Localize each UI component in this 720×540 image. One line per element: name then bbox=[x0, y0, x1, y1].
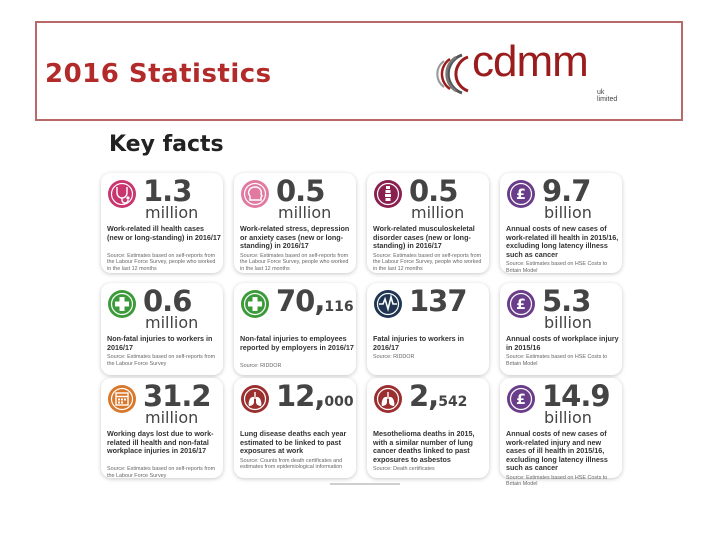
stat-value-main: 0.5 bbox=[276, 174, 325, 208]
stat-unit: billion bbox=[544, 203, 592, 222]
stat-card: 1.3 million Work-related ill health cases … bbox=[101, 173, 223, 273]
first-aid-icon bbox=[240, 289, 270, 319]
stat-unit: million bbox=[278, 203, 332, 222]
stat-source: Source: Counts from death certificates a… bbox=[240, 457, 343, 471]
stat-value: 9.7 bbox=[542, 174, 591, 208]
pound-icon: £ bbox=[506, 179, 536, 209]
divider bbox=[330, 483, 400, 485]
stat-value-main: 70, bbox=[276, 284, 325, 318]
stat-description: Fatal injuries to workers in 2016/17 bbox=[373, 334, 465, 352]
logo-arcs-icon bbox=[436, 53, 469, 95]
page-title: 2016 Statistics bbox=[45, 59, 272, 89]
stat-source: Source: RIDDOR bbox=[373, 354, 415, 361]
svg-text:£: £ bbox=[516, 392, 526, 408]
stat-unit: million bbox=[145, 408, 199, 427]
first-aid-icon bbox=[107, 289, 137, 319]
stat-description: Lung disease deaths each year estimated … bbox=[240, 429, 347, 456]
stat-value: 1.3 bbox=[143, 174, 192, 208]
cdmm-logo: cdmm uk limited bbox=[432, 37, 617, 103]
stat-card: £9.7 billion Annual costs of new cases of … bbox=[500, 173, 622, 274]
stat-value-main: 12, bbox=[276, 379, 325, 413]
stethoscope-icon bbox=[107, 179, 137, 209]
stat-card: 137 Fatal injuries to workers in 2016/17 S… bbox=[367, 283, 489, 375]
stat-value-main: 2, bbox=[409, 379, 439, 413]
calendar-icon bbox=[107, 384, 137, 414]
stat-value-main: 31.2 bbox=[143, 379, 212, 413]
stat-value-main: 137 bbox=[409, 284, 468, 318]
stat-source: Source: Estimates based on HSE Costs to … bbox=[506, 261, 608, 274]
stat-value-main: 0.6 bbox=[143, 284, 192, 318]
stat-unit: million bbox=[145, 203, 199, 222]
stat-value: 12,000 bbox=[276, 379, 354, 413]
stat-source: Source: Estimates based on self-reports … bbox=[107, 466, 216, 479]
stat-description: Non-fatal injuries to employees reported… bbox=[240, 334, 354, 352]
heartbeat-icon bbox=[373, 289, 403, 319]
stat-card: 2,542 Mesothelioma deaths in 2015, with a… bbox=[367, 378, 489, 478]
stat-unit: billion bbox=[544, 313, 592, 332]
stat-card: 0.5 million Work-related musculoskeletal d… bbox=[367, 173, 489, 273]
spine-icon bbox=[373, 179, 403, 209]
stat-source: Source: Estimates based on self-reports … bbox=[107, 252, 216, 272]
stat-source: Source: Estimates based on self-reports … bbox=[373, 252, 482, 272]
stat-description: Work-related musculoskeletal disorder ca… bbox=[373, 224, 475, 251]
stat-value-main: 0.5 bbox=[409, 174, 458, 208]
stat-value-suffix: 000 bbox=[324, 394, 354, 410]
key-facts-heading: Key facts bbox=[109, 132, 224, 157]
stat-description: Work-related ill health cases (new or lo… bbox=[107, 224, 221, 242]
stat-description: Mesothelioma deaths in 2015, with a simi… bbox=[373, 429, 475, 464]
stat-value: 0.5 bbox=[409, 174, 458, 208]
stat-card: £14.9 billion Annual costs of new cases of… bbox=[500, 378, 622, 487]
stat-unit: million bbox=[145, 313, 199, 332]
logo-wordmark: cdmm bbox=[472, 37, 589, 86]
stat-value-main: 14.9 bbox=[542, 379, 611, 413]
stat-value-suffix: 542 bbox=[438, 394, 468, 410]
pound-icon: £ bbox=[506, 384, 536, 414]
head-icon bbox=[240, 179, 270, 209]
lungs-icon bbox=[373, 384, 403, 414]
stat-source: Source: RIDDOR bbox=[240, 362, 282, 369]
stat-description: Annual costs of new cases of work-relate… bbox=[506, 224, 619, 259]
stat-description: Working days lost due to work-related il… bbox=[107, 429, 214, 456]
stat-value-main: 9.7 bbox=[542, 174, 591, 208]
logo-subtitle: uk limited bbox=[597, 89, 618, 103]
stat-unit: billion bbox=[544, 408, 592, 427]
stat-value-suffix: 116 bbox=[324, 299, 354, 315]
title-banner: 2016 Statistics cdmm uk limited bbox=[35, 21, 683, 121]
stat-source: Source: Estimates based on self-reports … bbox=[107, 354, 216, 367]
stat-source: Source: Estimates based on HSE Costs to … bbox=[506, 475, 608, 488]
stat-value: 70,116 bbox=[276, 284, 354, 318]
svg-text:£: £ bbox=[516, 297, 526, 313]
stat-description: Annual costs of new cases of work-relate… bbox=[506, 429, 608, 473]
stat-value: 0.6 bbox=[143, 284, 192, 318]
stat-value: 0.5 bbox=[276, 174, 325, 208]
stat-description: Annual costs of workplace injury in 2015… bbox=[506, 334, 619, 352]
stat-card: 12,000 Lung disease deaths each year esti… bbox=[234, 378, 356, 478]
stat-value: 137 bbox=[409, 284, 468, 318]
stat-card: 0.5 million Work-related stress, depressio… bbox=[234, 173, 356, 273]
stat-source: Source: Estimates based on HSE Costs to … bbox=[506, 354, 608, 367]
stat-value: 2,542 bbox=[409, 379, 467, 413]
stat-value: 14.9 bbox=[542, 379, 611, 413]
stat-card: 31.2 million Working days lost due to work… bbox=[101, 378, 223, 479]
stat-value: 5.3 bbox=[542, 284, 591, 318]
stat-value: 31.2 bbox=[143, 379, 212, 413]
stat-value-main: 5.3 bbox=[542, 284, 591, 318]
stat-card: £5.3 billion Annual costs of workplace inj… bbox=[500, 283, 622, 375]
stat-value-main: 1.3 bbox=[143, 174, 192, 208]
stat-card: 0.6 million Non-fatal injuries to workers … bbox=[101, 283, 223, 375]
pound-icon: £ bbox=[506, 289, 536, 319]
lungs-icon bbox=[240, 384, 270, 414]
stat-source: Source: Death certificates bbox=[373, 466, 435, 473]
stat-card: 70,116 Non-fatal injuries to employees re… bbox=[234, 283, 356, 375]
stat-description: Non-fatal injuries to workers in 2016/17 bbox=[107, 334, 213, 352]
stat-unit: million bbox=[411, 203, 465, 222]
svg-text:£: £ bbox=[516, 187, 526, 203]
stat-source: Source: Estimates based on self-reports … bbox=[240, 252, 349, 272]
stat-description: Work-related stress, depression or anxie… bbox=[240, 224, 350, 251]
